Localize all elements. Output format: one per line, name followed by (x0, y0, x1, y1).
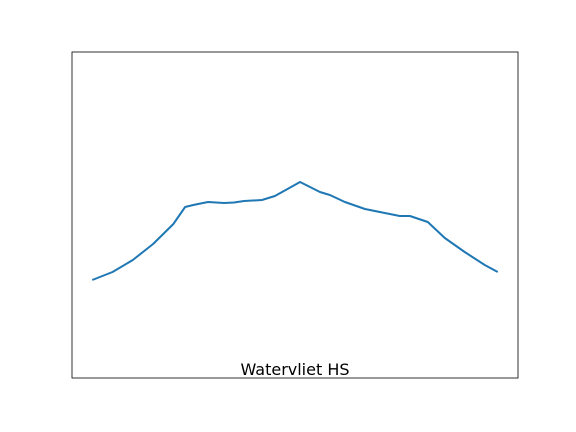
plot-frame (71, 51, 519, 379)
chart-title: Watervliet HS (240, 360, 349, 379)
data-line (91, 181, 499, 281)
